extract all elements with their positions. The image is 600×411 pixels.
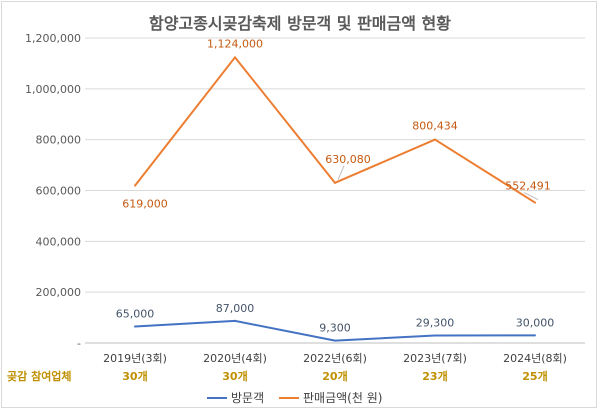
y-tick-label: 800,000 (36, 134, 82, 147)
data-label: 29,300 (416, 317, 455, 330)
legend-label: 방문객 (231, 391, 264, 405)
legend-label: 판매금액(천 원) (303, 390, 382, 405)
x-tick-label: 2022년(6회) (303, 352, 367, 365)
x-tick-label: 2023년(7회) (403, 352, 467, 365)
data-point (234, 319, 236, 322)
data-label: 630,080 (325, 153, 371, 166)
y-tick-label: 200,000 (36, 286, 82, 299)
participant-count: 20개 (322, 369, 347, 383)
participant-row-label: 곶감 참여업체 (7, 369, 72, 383)
gridlines (85, 37, 585, 344)
y-axis-tick-labels: 1,200,000 1,000,000 800,000 600,000 400,000 2… (25, 32, 81, 350)
data-point (334, 181, 336, 184)
series-group: 65,000 87,000 9,300 29,300 30,000 619,000 1,12… (116, 37, 555, 342)
y-tick-label: 400,000 (36, 235, 82, 248)
data-point (334, 339, 336, 342)
data-point (234, 56, 236, 59)
participant-count: 30개 (122, 369, 147, 383)
data-label: 552,491 (505, 180, 551, 193)
data-label: 1,124,000 (207, 37, 263, 50)
data-point (534, 201, 536, 204)
data-label: 800,434 (412, 120, 458, 133)
data-point (434, 138, 436, 141)
data-label: 30,000 (516, 316, 555, 329)
y-tick-label: 600,000 (36, 185, 82, 198)
data-point (134, 184, 136, 187)
participant-count: 30개 (222, 369, 247, 383)
x-tick-label: 2020년(4회) (203, 352, 267, 365)
chart-title: 함양고종시곶감축제 방문객 및 판매금액 현황 (149, 14, 451, 33)
series-line (134, 56, 536, 204)
x-tick-label: 2024년(8회) (503, 352, 567, 365)
participant-count: 25개 (522, 369, 547, 383)
data-point (434, 334, 436, 337)
data-point (134, 325, 136, 328)
data-label: 9,300 (319, 322, 351, 335)
x-tick-label: 2019년(3회) (103, 352, 167, 365)
y-tick-label: 1,200,000 (25, 32, 81, 45)
x-axis-tick-labels: 2019년(3회) 2020년(4회) 2022년(6회) 2023년(7회) 2024… (103, 352, 567, 365)
legend: 방문객 판매금액(천 원) (207, 390, 382, 405)
data-point (534, 334, 536, 337)
data-label: 619,000 (122, 198, 168, 211)
y-tick-label: - (77, 337, 81, 350)
participant-count: 23개 (422, 369, 447, 383)
data-label: 87,000 (216, 302, 255, 315)
y-tick-label: 1,000,000 (25, 83, 81, 96)
label-leader-line (337, 165, 345, 181)
label-leader-line (523, 192, 539, 201)
data-label: 65,000 (116, 307, 155, 320)
participant-row: 곶감 참여업체 30개 30개 20개 23개 25개 (7, 369, 548, 383)
